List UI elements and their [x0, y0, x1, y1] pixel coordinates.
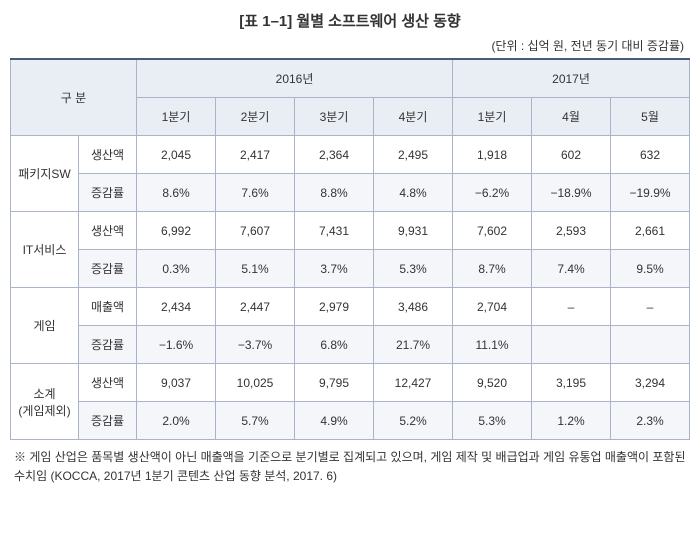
category-label: 게임	[11, 288, 79, 364]
table-cell: 2,364	[295, 136, 374, 174]
table-cell: 632	[611, 136, 690, 174]
table-cell: 9,037	[137, 364, 216, 402]
metric-label: 생산액	[79, 212, 137, 250]
table-cell: 12,427	[374, 364, 453, 402]
metric-label: 증감률	[79, 326, 137, 364]
table-cell: 2,704	[453, 288, 532, 326]
table-cell: 4.8%	[374, 174, 453, 212]
table-cell: 7,607	[216, 212, 295, 250]
header-col: 2분기	[216, 98, 295, 136]
table-cell: 2.0%	[137, 402, 216, 440]
footnote: ※ 게임 산업은 품목별 생산액이 아닌 매출액을 기준으로 분기별로 집계되고…	[10, 448, 690, 486]
table-cell: −1.6%	[137, 326, 216, 364]
table-cell: 11.1%	[453, 326, 532, 364]
table-cell: 2,979	[295, 288, 374, 326]
table-cell: 5.3%	[374, 250, 453, 288]
unit-label: (단위 : 십억 원, 전년 동기 대비 증감률)	[10, 37, 690, 54]
metric-label: 매출액	[79, 288, 137, 326]
header-col: 5월	[611, 98, 690, 136]
table-cell: 2,593	[532, 212, 611, 250]
header-col: 1분기	[453, 98, 532, 136]
table-cell: 2,417	[216, 136, 295, 174]
table-cell: 3,294	[611, 364, 690, 402]
metric-label: 생산액	[79, 364, 137, 402]
header-col: 4분기	[374, 98, 453, 136]
table-cell: 10,025	[216, 364, 295, 402]
table-cell: 21.7%	[374, 326, 453, 364]
metric-label: 증감률	[79, 250, 137, 288]
table-cell: 2.3%	[611, 402, 690, 440]
table-cell: 6,992	[137, 212, 216, 250]
table-cell: –	[532, 288, 611, 326]
table-cell: 8.6%	[137, 174, 216, 212]
table-cell: 2,434	[137, 288, 216, 326]
table-cell	[532, 326, 611, 364]
table-cell: –	[611, 288, 690, 326]
category-label: IT서비스	[11, 212, 79, 288]
table-cell: −6.2%	[453, 174, 532, 212]
table-cell: 2,495	[374, 136, 453, 174]
table-cell: 602	[532, 136, 611, 174]
table-cell: 1,918	[453, 136, 532, 174]
category-label: 패키지SW	[11, 136, 79, 212]
table-cell: 5.1%	[216, 250, 295, 288]
table-cell: 8.7%	[453, 250, 532, 288]
table-cell: 8.8%	[295, 174, 374, 212]
header-2016: 2016년	[137, 59, 453, 98]
table-cell: 2,447	[216, 288, 295, 326]
data-table: 구 분 2016년 2017년 1분기 2분기 3분기 4분기 1분기 4월 5…	[10, 58, 690, 440]
table-cell: 3,195	[532, 364, 611, 402]
table-cell: 9,520	[453, 364, 532, 402]
table-cell: 7.6%	[216, 174, 295, 212]
header-col: 4월	[532, 98, 611, 136]
table-cell	[611, 326, 690, 364]
table-title: [표 1–1] 월별 소프트웨어 생산 동향	[10, 10, 690, 31]
header-2017: 2017년	[453, 59, 690, 98]
table-cell: 2,661	[611, 212, 690, 250]
header-col: 3분기	[295, 98, 374, 136]
table-cell: 0.3%	[137, 250, 216, 288]
table-cell: 5.7%	[216, 402, 295, 440]
table-cell: 6.8%	[295, 326, 374, 364]
table-cell: 7,602	[453, 212, 532, 250]
table-cell: 5.2%	[374, 402, 453, 440]
table-cell: 3,486	[374, 288, 453, 326]
metric-label: 증감률	[79, 402, 137, 440]
table-cell: 1.2%	[532, 402, 611, 440]
header-gubun: 구 분	[11, 59, 137, 136]
table-cell: 2,045	[137, 136, 216, 174]
table-cell: −18.9%	[532, 174, 611, 212]
table-cell: 9.5%	[611, 250, 690, 288]
metric-label: 생산액	[79, 136, 137, 174]
table-cell: 9,795	[295, 364, 374, 402]
table-cell: 5.3%	[453, 402, 532, 440]
table-cell: 7.4%	[532, 250, 611, 288]
table-cell: 7,431	[295, 212, 374, 250]
table-cell: −3.7%	[216, 326, 295, 364]
metric-label: 증감률	[79, 174, 137, 212]
header-col: 1분기	[137, 98, 216, 136]
category-label: 소계 (게임제외)	[11, 364, 79, 440]
table-cell: −19.9%	[611, 174, 690, 212]
table-cell: 4.9%	[295, 402, 374, 440]
table-cell: 9,931	[374, 212, 453, 250]
table-cell: 3.7%	[295, 250, 374, 288]
